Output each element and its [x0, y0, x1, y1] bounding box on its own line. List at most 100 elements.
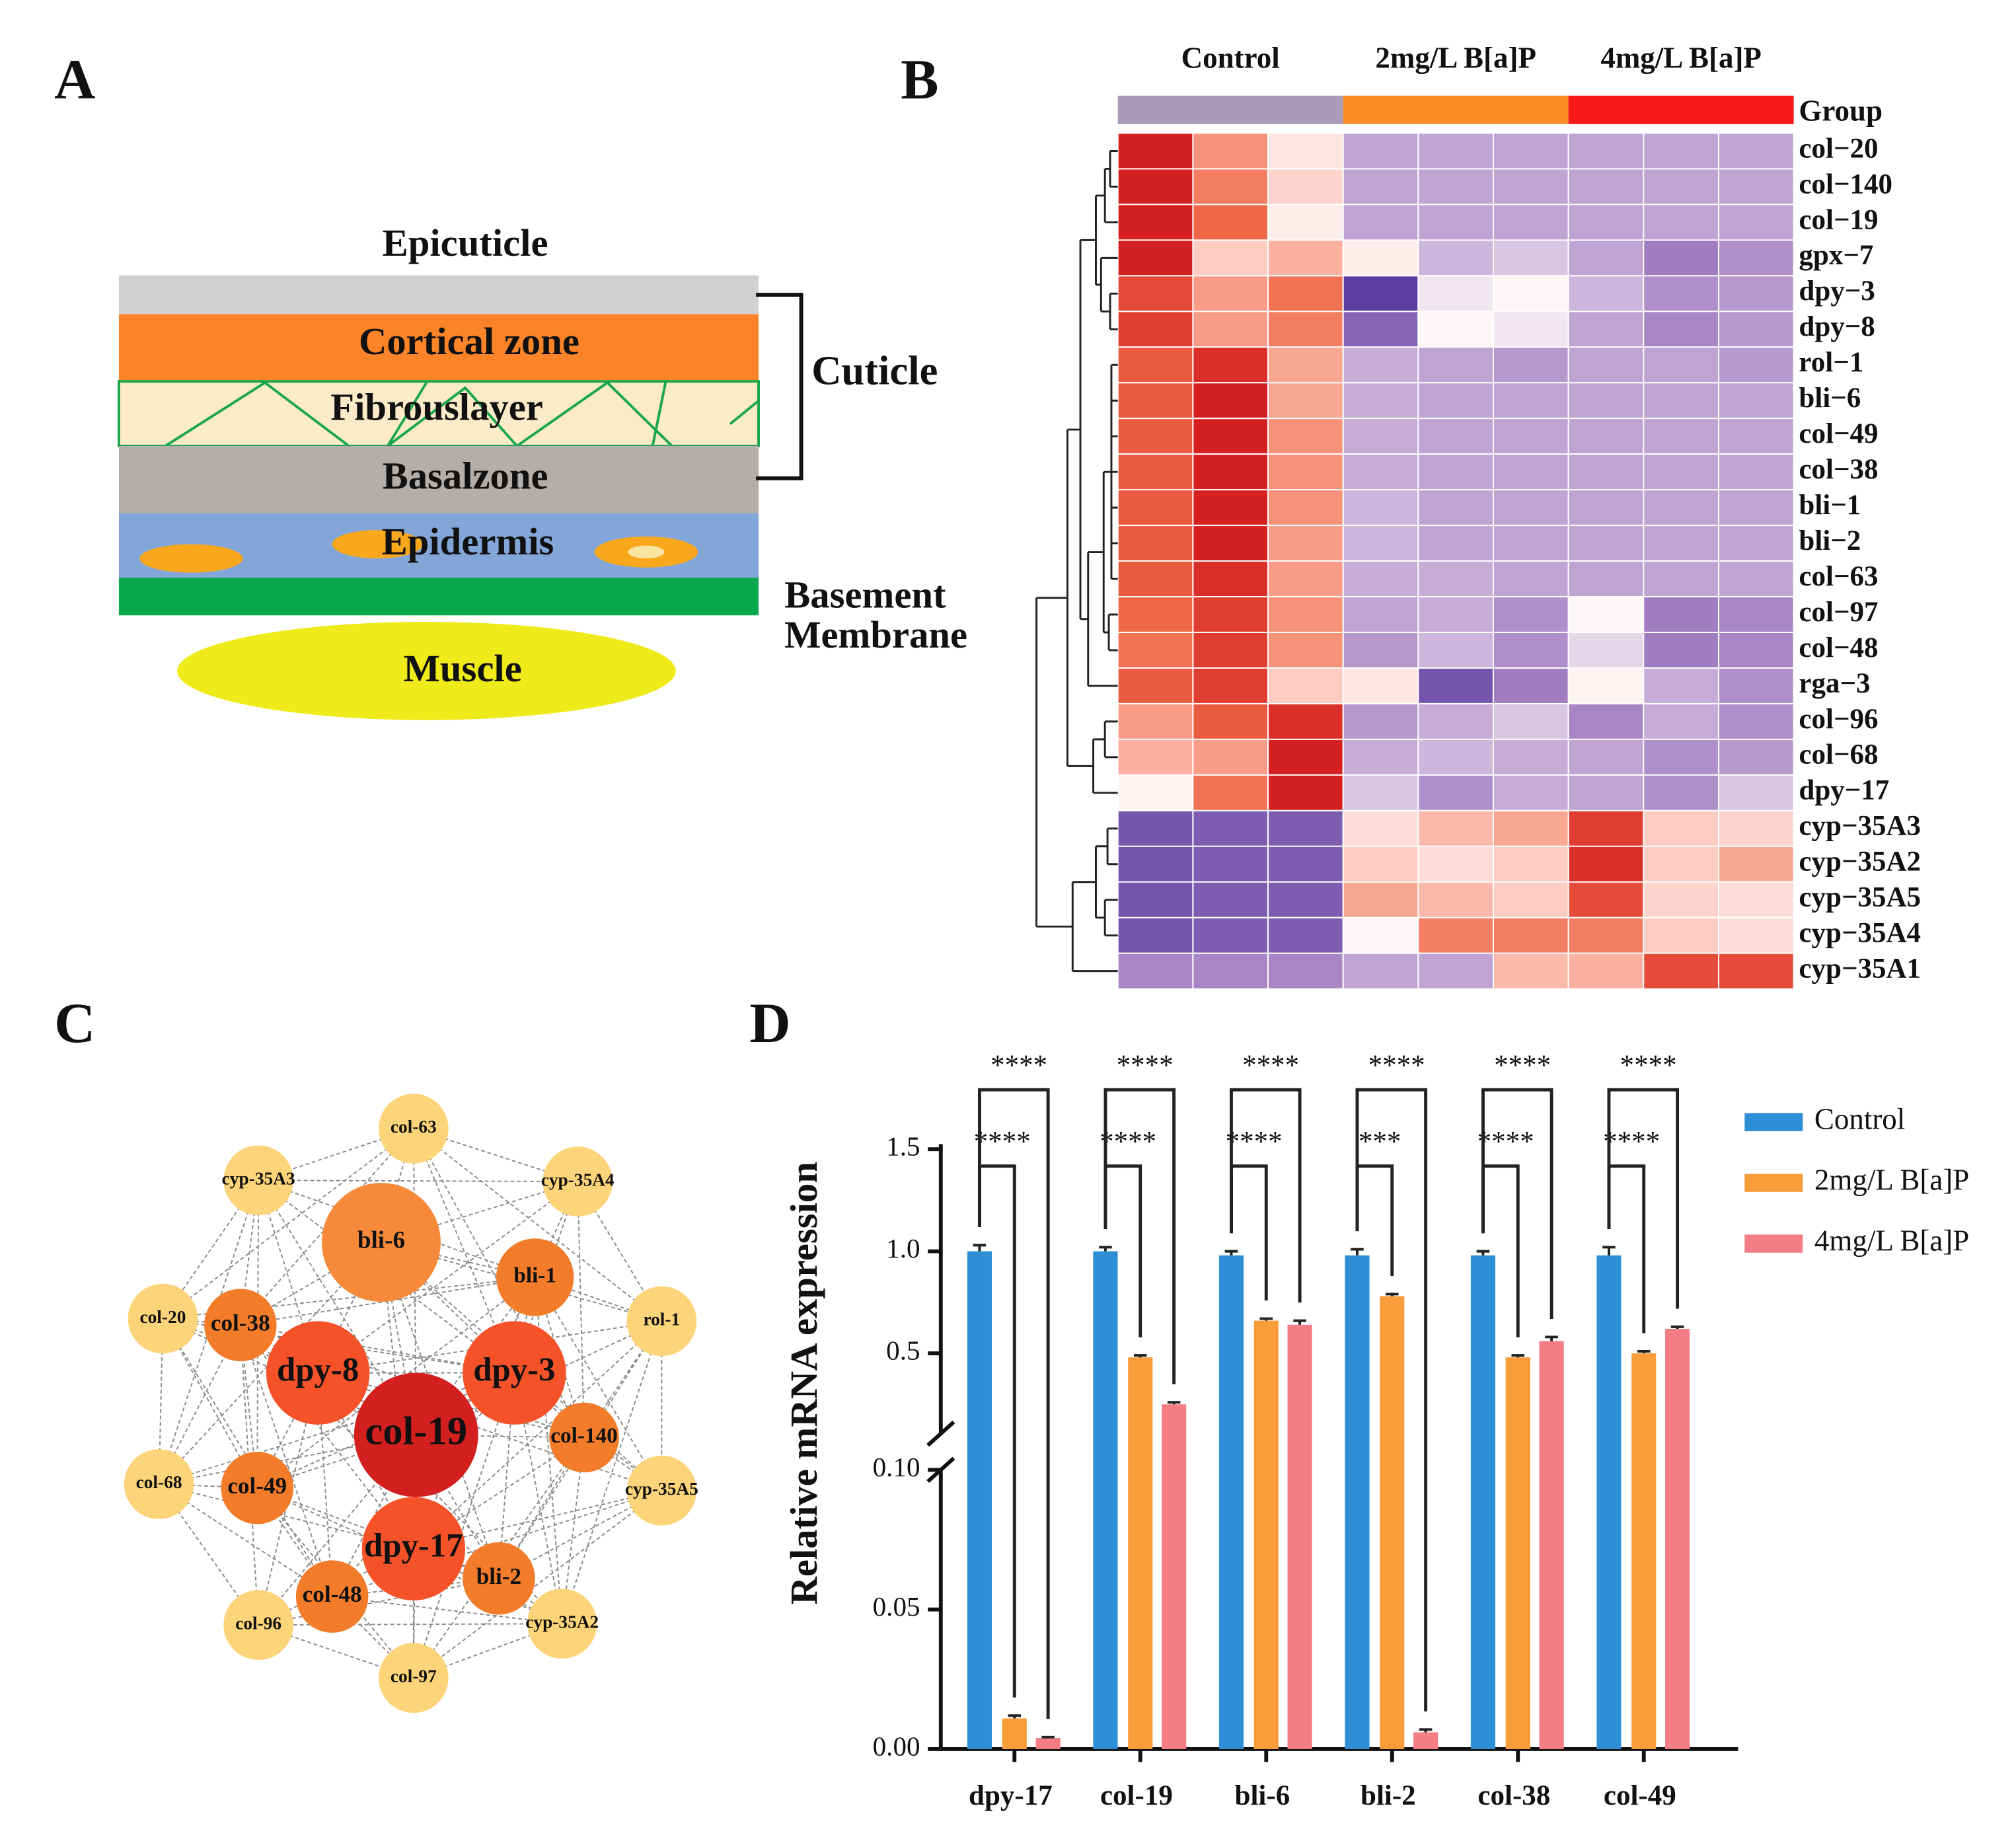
- heat-cell: [1192, 560, 1269, 598]
- network-node: [463, 1542, 535, 1615]
- heat-cell: [1493, 702, 1569, 740]
- heat-cell: [1643, 346, 1719, 384]
- heat-cell: [1117, 525, 1194, 562]
- heat-cell: [1567, 667, 1645, 704]
- heat-cell: [1342, 632, 1419, 669]
- bar: [1596, 1255, 1622, 1749]
- bar: [1413, 1732, 1438, 1749]
- layer-label: Cortical zone: [359, 320, 579, 363]
- heat-cell: [1417, 525, 1494, 562]
- heat-cell: [1493, 667, 1569, 704]
- heat-cell: [1117, 168, 1194, 206]
- heat-cell: [1117, 382, 1194, 420]
- heat-cell: [1417, 596, 1494, 633]
- heat-cell: [1567, 489, 1645, 527]
- heat-cell: [1643, 560, 1719, 598]
- heat-cell: [1417, 346, 1494, 384]
- heat-cell: [1192, 845, 1269, 883]
- heat-cell: [1717, 702, 1795, 740]
- error-bar: [1167, 1401, 1181, 1405]
- y-tick-label: 0.05: [873, 1591, 920, 1622]
- heat-cell: [1342, 132, 1419, 170]
- heat-cell: [1493, 168, 1569, 206]
- axis-break: [926, 1420, 955, 1447]
- x-tick-label: col-38: [1477, 1780, 1550, 1811]
- heat-cell: [1267, 525, 1344, 562]
- heat-cell: [1417, 952, 1494, 990]
- legend-swatch: [1744, 1174, 1803, 1192]
- significance-label: ****: [1494, 1050, 1551, 1081]
- bar: [1253, 1320, 1279, 1749]
- error-bar: [1670, 1325, 1684, 1329]
- heat-cell: [1417, 809, 1494, 847]
- heat-cell: [1493, 809, 1569, 847]
- row-label: bli−6: [1799, 383, 1861, 414]
- heat-cell: [1567, 204, 1645, 241]
- network-node: [223, 1145, 293, 1215]
- heat-cell: [1417, 774, 1494, 811]
- network-node: [463, 1321, 566, 1425]
- legend-swatch: [1744, 1113, 1803, 1131]
- heat-cell: [1567, 239, 1645, 277]
- heat-cell: [1567, 774, 1645, 811]
- row-label: col−49: [1799, 418, 1878, 449]
- error-bar: [1259, 1317, 1273, 1321]
- heat-cell: [1493, 418, 1569, 455]
- bar: [1002, 1718, 1027, 1749]
- heat-cell: [1192, 239, 1269, 277]
- heat-cell: [1342, 881, 1419, 918]
- heat-cell: [1267, 917, 1344, 954]
- heat-cell: [1717, 632, 1795, 669]
- heat-cell: [1417, 311, 1494, 348]
- y-tick-label: 0.5: [886, 1335, 920, 1365]
- significance-label: ****: [1620, 1050, 1677, 1081]
- heat-cell: [1643, 275, 1719, 313]
- significance-label: ****: [1477, 1126, 1534, 1157]
- heat-cell: [1567, 346, 1645, 384]
- cortical-layer: [118, 314, 759, 381]
- heat-cell: [1192, 204, 1269, 241]
- node-label: col-140: [550, 1423, 618, 1448]
- heat-cell: [1192, 382, 1269, 420]
- error-bar: [1637, 1349, 1651, 1354]
- error-bar: [1099, 1246, 1112, 1252]
- group-bar: [1343, 95, 1569, 124]
- row-label: gpx−7: [1799, 240, 1873, 271]
- heat-cell: [1267, 489, 1344, 527]
- heat-cell: [1643, 632, 1719, 669]
- row-label: col−68: [1799, 739, 1878, 770]
- heat-cell: [1267, 845, 1344, 883]
- heat-cell: [1117, 738, 1194, 776]
- heat-cell: [1342, 952, 1419, 990]
- network-node: [626, 1455, 697, 1526]
- fibrous-layer: [117, 380, 760, 447]
- group-name: 2mg/L B[a]P: [1375, 41, 1536, 74]
- heat-cell: [1717, 881, 1795, 918]
- heat-cell: [1567, 132, 1645, 170]
- node-label: cyp-35A3: [222, 1168, 295, 1188]
- y-tick-label: 1.5: [886, 1131, 920, 1162]
- significance-label: ****: [990, 1050, 1047, 1081]
- heat-cell: [1417, 275, 1494, 313]
- heat-cell: [1267, 881, 1344, 918]
- heat-cell: [1192, 952, 1269, 990]
- heat-cell: [1417, 132, 1494, 170]
- row-label: bli−1: [1799, 490, 1861, 521]
- heat-cell: [1267, 774, 1344, 811]
- heat-cell: [1192, 525, 1269, 562]
- heat-cell: [1192, 667, 1269, 704]
- heat-cell: [1717, 738, 1795, 776]
- bar: [1218, 1255, 1244, 1749]
- node-label: col-68: [136, 1472, 182, 1492]
- network-node: [128, 1283, 198, 1354]
- row-label: col−63: [1799, 561, 1878, 592]
- row-label: rga−3: [1799, 668, 1870, 699]
- group-label: Group: [1799, 94, 1883, 127]
- network-node: [542, 1146, 613, 1217]
- heat-cell: [1342, 667, 1419, 704]
- error-bar: [1385, 1293, 1399, 1296]
- heat-cell: [1417, 453, 1494, 491]
- heatmap: Control 2mg/L B[a]P 4mg/L B[a]P Group col−20…: [1035, 41, 1921, 990]
- row-label: cyp−35A1: [1799, 954, 1921, 985]
